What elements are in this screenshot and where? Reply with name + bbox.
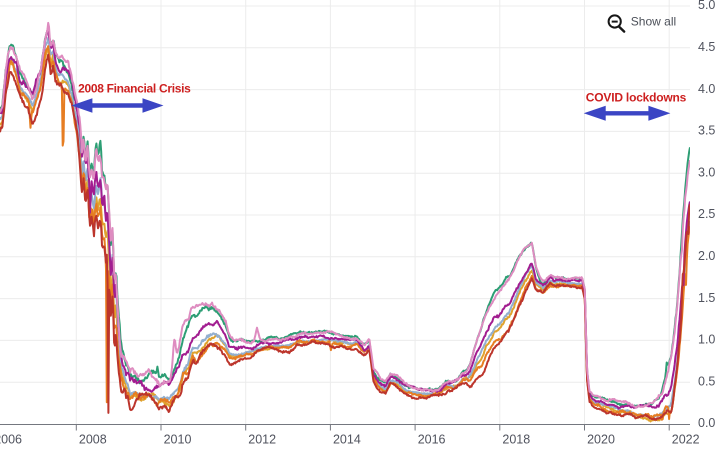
svg-text:5.0: 5.0 (698, 0, 715, 12)
svg-text:2014: 2014 (333, 433, 361, 447)
svg-text:2.0: 2.0 (698, 249, 715, 263)
svg-text:COVID lockdowns: COVID lockdowns (586, 91, 687, 105)
svg-text:Show all: Show all (631, 15, 676, 29)
svg-text:2010: 2010 (164, 433, 192, 447)
svg-text:2018: 2018 (502, 433, 530, 447)
svg-text:2012: 2012 (248, 433, 276, 447)
svg-text:2008: 2008 (79, 433, 107, 447)
svg-text:2022: 2022 (672, 433, 700, 447)
svg-text:2016: 2016 (418, 433, 446, 447)
svg-text:3.0: 3.0 (698, 165, 715, 179)
svg-text:2006: 2006 (0, 433, 22, 447)
svg-text:4.5: 4.5 (698, 40, 715, 54)
svg-text:0.5: 0.5 (698, 374, 715, 388)
svg-text:4.0: 4.0 (698, 82, 715, 96)
svg-text:3.5: 3.5 (698, 124, 715, 138)
svg-text:2.5: 2.5 (698, 207, 715, 221)
svg-text:1.5: 1.5 (698, 291, 715, 305)
svg-text:2020: 2020 (587, 433, 615, 447)
svg-text:1.0: 1.0 (698, 333, 715, 347)
svg-text:2008 Financial Crisis: 2008 Financial Crisis (78, 81, 191, 95)
svg-text:0.0: 0.0 (698, 416, 715, 430)
